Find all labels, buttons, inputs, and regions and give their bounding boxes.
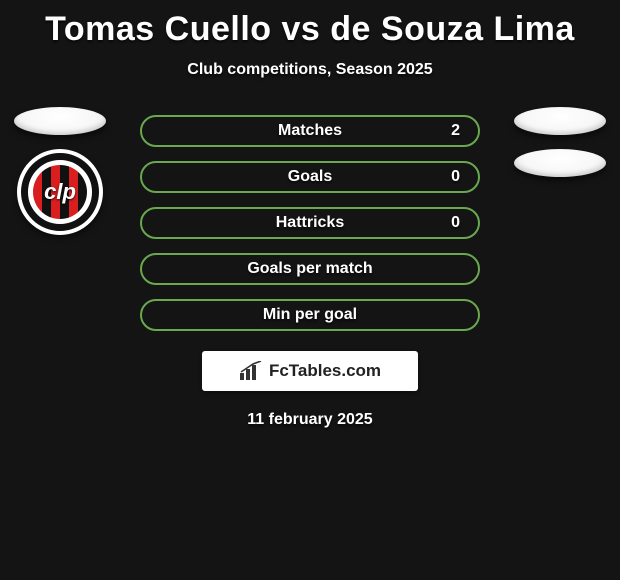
club-crest: clp xyxy=(17,149,103,235)
stat-value: 2 xyxy=(451,122,460,140)
footer-logo-text: FcTables.com xyxy=(269,361,381,381)
stat-row-goals-per-match: Goals per match xyxy=(140,253,480,285)
placeholder-badge xyxy=(14,107,106,135)
subtitle: Club competitions, Season 2025 xyxy=(0,61,620,79)
stat-label: Goals per match xyxy=(247,260,372,278)
crest-letters: clp xyxy=(44,179,76,205)
stat-label: Hattricks xyxy=(276,214,344,232)
stat-label: Matches xyxy=(278,122,342,140)
stat-label: Min per goal xyxy=(263,306,357,324)
placeholder-badge xyxy=(514,107,606,135)
stat-row-matches: Matches 2 xyxy=(140,115,480,147)
crest-stripes: clp xyxy=(33,165,87,219)
stat-value: 0 xyxy=(451,214,460,232)
right-badge-column xyxy=(514,107,606,177)
bars-icon xyxy=(239,361,265,381)
stat-value: 0 xyxy=(451,168,460,186)
content: clp Matches 2 Goals 0 Hattricks 0 Goals … xyxy=(0,115,620,429)
stats-rows: Matches 2 Goals 0 Hattricks 0 Goals per … xyxy=(140,115,480,331)
page-title: Tomas Cuello vs de Souza Lima xyxy=(0,0,620,49)
stat-label: Goals xyxy=(288,168,332,186)
stat-row-goals: Goals 0 xyxy=(140,161,480,193)
placeholder-badge xyxy=(514,149,606,177)
stat-row-hattricks: Hattricks 0 xyxy=(140,207,480,239)
footer-logo: FcTables.com xyxy=(202,351,418,391)
date-text: 11 february 2025 xyxy=(0,411,620,429)
left-badge-column: clp xyxy=(14,107,106,235)
stat-row-min-per-goal: Min per goal xyxy=(140,299,480,331)
